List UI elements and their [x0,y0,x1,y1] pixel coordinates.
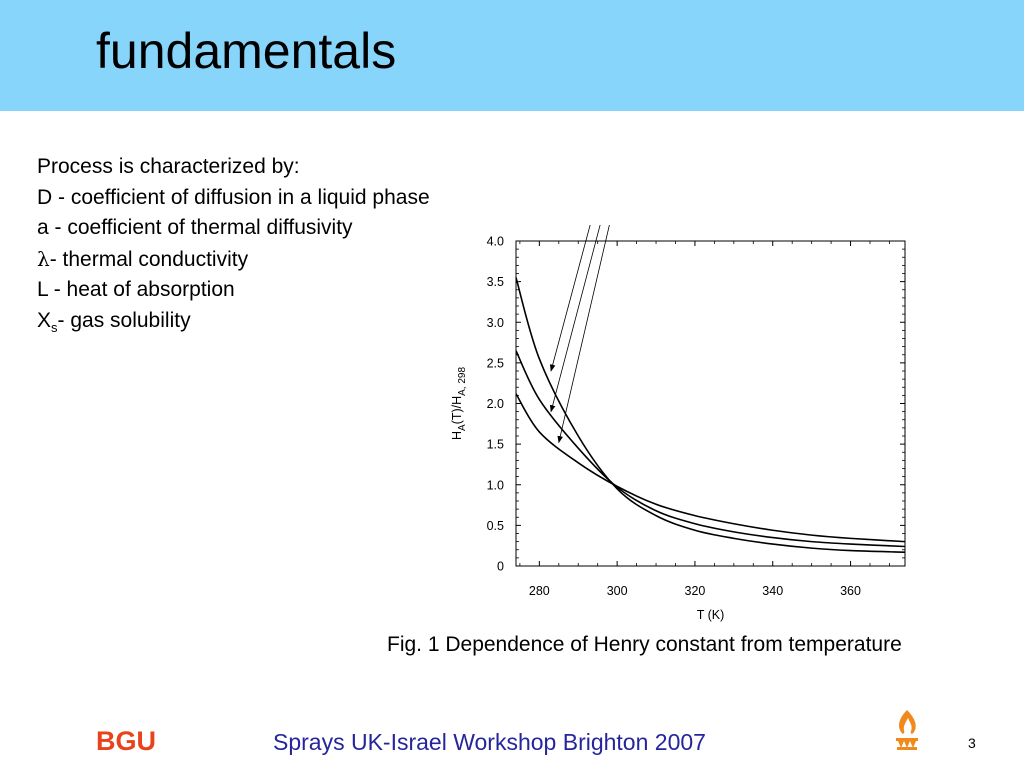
y-axis-label-part: H [450,431,464,440]
bullet-list: Process is characterized by: D - coeffic… [37,152,430,336]
figure-caption: Fig. 1 Dependence of Henry constant from… [387,633,902,656]
solubility-subscript: s [51,319,58,335]
y-tick-label: 3.5 [487,275,504,289]
series-line-co2 [515,393,906,543]
x-tick-label: 360 [840,584,861,598]
slide-title: fundamentals [96,23,397,79]
line-diffusion: D - coefficient of diffusion in a liquid… [37,185,430,209]
y-tick-label: 1.0 [487,478,504,492]
line-heat-absorption: L - heat of absorption [37,278,235,301]
org-name: BGU [96,726,156,756]
line-thermal-diffusivity: a - coefficient of thermal diffusivity [37,216,353,239]
x-tick-label: 280 [529,584,550,598]
series-line-nh3 [515,277,906,553]
y-tick-label: 1.5 [487,438,504,452]
y-tick-label: 0.5 [487,519,504,533]
plot-frame [515,240,906,567]
line-process: Process is characterized by: [37,155,300,178]
line-gas-solubility: Xs- gas solubility [37,306,430,337]
y-axis-label-subscript: A [457,424,468,431]
bgu-flame-logo-icon [896,710,918,750]
series-arrow [557,225,610,444]
y-axis-label: HA(T)/HA, 298 [450,367,468,441]
y-tick-label: 0 [497,560,504,574]
series-arrow [549,225,601,413]
solubility-text: - gas solubility [57,308,191,332]
footer-event: Sprays UK-Israel Workshop Brighton 2007 [273,729,706,755]
series-line-so2 [515,350,906,548]
series-arrow [549,225,591,372]
line-thermal-conductivity: λ- thermal conductivity [37,244,430,276]
lambda-symbol: λ [37,246,50,271]
x-tick-label: 340 [762,584,783,598]
y-axis-label-subscript: A, 298 [457,367,468,396]
thermal-conductivity-text: - thermal conductivity [49,247,249,271]
y-tick-label: 4.0 [487,235,504,249]
henry-constant-chart: 0 0.5 1.0 1.5 2.0 2.5 3.0 3.5 4.0 280 300 320 340 360… [450,225,906,622]
x-axis-label: T (K) [697,608,725,622]
y-tick-label: 2.5 [487,356,504,370]
y-tick-label: 2.0 [487,397,504,411]
x-tick-label: 320 [685,584,706,598]
page-number: 3 [968,735,976,751]
y-tick-label: 3.0 [487,316,504,330]
solubility-symbol: X [37,308,52,332]
y-axis-label-part: (T)/H [450,396,464,424]
x-tick-label: 300 [607,584,628,598]
title-bar: fundamentals [0,0,1024,111]
